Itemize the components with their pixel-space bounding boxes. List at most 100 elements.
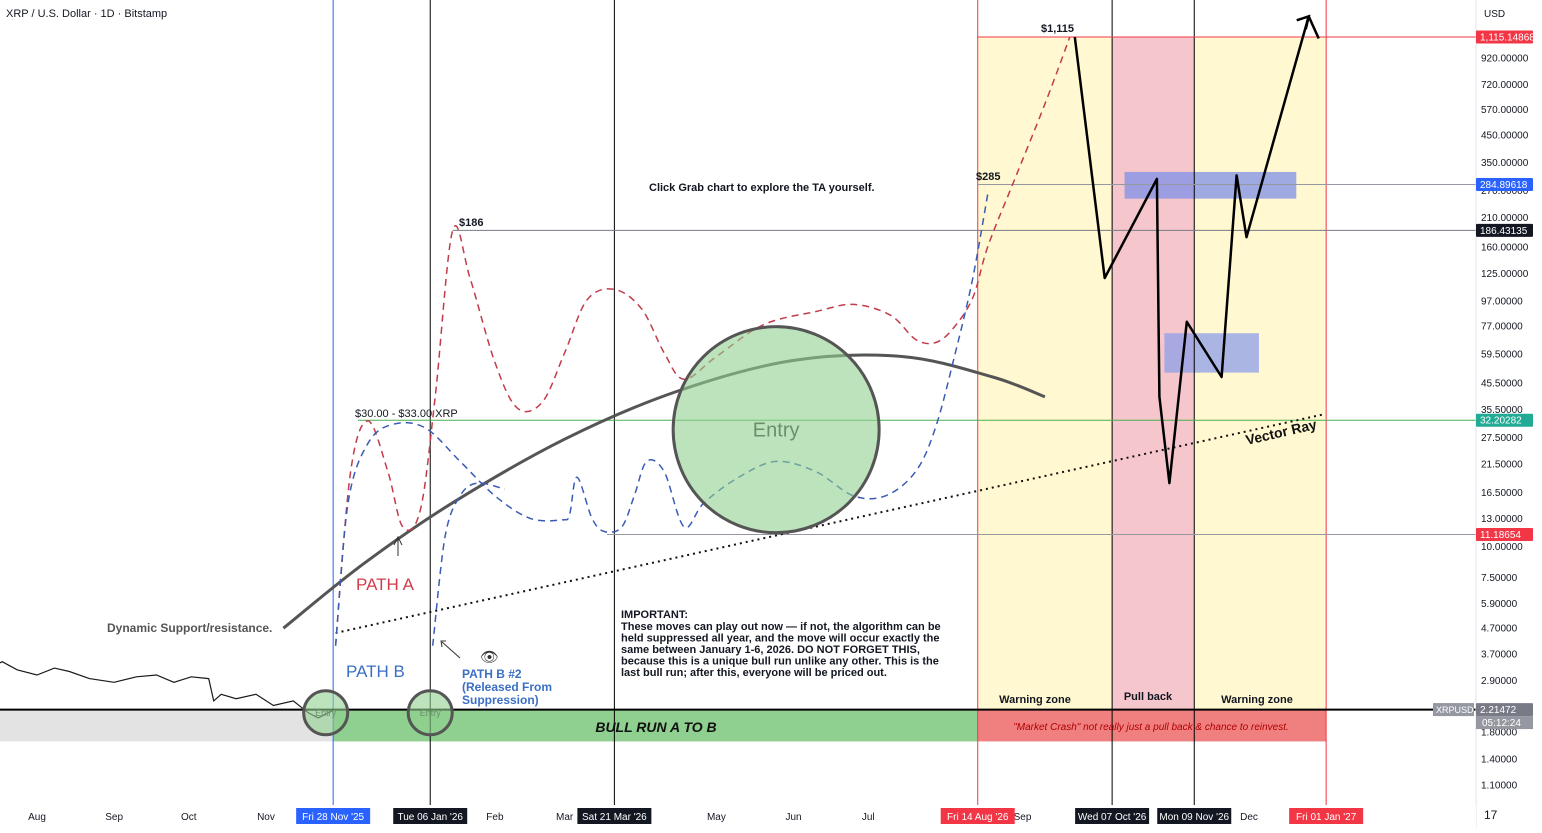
time-highlight-1: Tue 06 Jan '26 — [397, 812, 463, 823]
price-axis[interactable]: 920.00000 720.00000 570.00000 450.00000 350.… — [1433, 0, 1542, 828]
price-tag-0: 1,115.14868 — [1480, 33, 1535, 44]
price-tick-6: 210.00000 — [1481, 213, 1529, 224]
important-line-1: held suppressed all year, and the move w… — [621, 633, 940, 645]
chart-title: XRP / U.S. Dollar · 1D · Bitstamp — [6, 8, 167, 20]
path-b2-line — [431, 482, 506, 646]
price-tag-bg-4 — [1476, 528, 1533, 542]
eye-icon: 👁 — [480, 649, 499, 666]
currency-label[interactable]: USD — [1484, 9, 1505, 20]
path-a-label: PATH A — [356, 575, 415, 594]
price-tag-bg-2 — [1476, 223, 1533, 237]
price-tick-20: 5.90000 — [1481, 599, 1518, 610]
important-line-2: same between January 1-6, 2026. DO NOT F… — [621, 644, 920, 656]
time-highlight-4: Wed 07 Oct '26 — [1078, 812, 1147, 823]
symbol-tag-bg — [1433, 703, 1474, 717]
price-tick-13: 35.50000 — [1481, 405, 1523, 416]
dynamic-support-label: Dynamic Support/resistance. — [107, 621, 272, 635]
price-tick-8: 125.00000 — [1481, 269, 1529, 280]
path-b2-label-1: PATH B #2 — [462, 667, 522, 681]
price-tick-15: 21.50000 — [1481, 459, 1523, 470]
levels-layer — [0, 36, 1476, 711]
projection-arrow-icon — [1296, 14, 1311, 30]
entry-circle-0 — [671, 325, 881, 535]
time-highlight-bg-1 — [393, 808, 468, 824]
zone-2 — [977, 709, 1327, 742]
entry-circles-layer: Entry Entry Entry — [302, 325, 881, 737]
time-tick-0: Aug — [28, 812, 46, 823]
time-highlight-bg-0 — [296, 808, 371, 824]
zone-6 — [1124, 171, 1297, 199]
price-tag-bg-5 — [1476, 703, 1533, 717]
price-tick-19: 7.50000 — [1481, 573, 1518, 584]
time-axis[interactable]: Aug Sep Oct Nov Feb Mar May Jun Jul Sep Dec Fri 28 … — [0, 805, 1476, 828]
important-line-3: because this is a unique bull run unlike… — [621, 656, 939, 668]
important-line-0: These moves can play out now — if not, t… — [621, 621, 941, 633]
time-highlight-6: Fri 01 Jan '27 — [1296, 812, 1357, 823]
price-tick-14: 27.50000 — [1481, 433, 1523, 444]
time-tick-10: Dec — [1240, 812, 1258, 823]
price-tag-3: 32.20282 — [1480, 416, 1522, 427]
price-tick-11: 59.50000 — [1481, 349, 1523, 360]
countdown-label: 05:12:24 — [1482, 718, 1521, 729]
price-tick-2: 570.00000 — [1481, 105, 1529, 116]
path-b2-label-2: (Released From — [462, 680, 552, 694]
time-highlight-2: Sat 21 Mar '26 — [582, 812, 647, 823]
countdown-bg — [1476, 716, 1533, 730]
price-tick-5: 270.00000 — [1481, 186, 1529, 197]
range-30-33-label: $30.00 - $33.00 XRP — [355, 408, 458, 420]
entry-label-0: Entry — [753, 420, 800, 442]
path-b2-label-3: Suppression) — [462, 693, 539, 707]
price-tick-18: 10.00000 — [1481, 542, 1523, 553]
entry-circle-1 — [302, 689, 350, 737]
time-highlight-bg-3 — [940, 808, 1015, 824]
time-highlight-bg-5 — [1157, 808, 1232, 824]
path-a-line — [334, 36, 1071, 646]
price-tick-16: 16.50000 — [1481, 488, 1523, 499]
price-tag-bg-3 — [1476, 413, 1533, 427]
path-b2-arrow-icon — [440, 640, 461, 659]
time-highlight-bg-6 — [1289, 808, 1364, 824]
price-tag-5: 2.21472 — [1480, 705, 1517, 716]
important-line-4: last bull run; after this, everyone will… — [621, 667, 887, 679]
time-highlight-bg-4 — [1075, 808, 1150, 824]
price-tick-0: 920.00000 — [1481, 53, 1529, 64]
path-b-line — [334, 194, 989, 646]
price-tick-3: 450.00000 — [1481, 131, 1529, 142]
price-tick-10: 77.00000 — [1481, 321, 1523, 332]
peak-1115-label: $1,115 — [1041, 23, 1074, 35]
time-highlight-0: Fri 28 Nov '25 — [302, 812, 364, 823]
price-tag-bg-0 — [1476, 30, 1533, 44]
time-highlight-bg-2 — [577, 808, 652, 824]
price-tick-9: 97.00000 — [1481, 296, 1523, 307]
tradingview-logo-icon[interactable]: 17 — [1484, 808, 1498, 822]
time-lines-layer — [332, 0, 1327, 805]
price-tick-24: 1.80000 — [1481, 728, 1518, 739]
important-title: IMPORTANT: — [621, 609, 688, 621]
peak-186-label: $186 — [459, 217, 483, 229]
price-tick-25: 1.40000 — [1481, 755, 1518, 766]
time-highlight-3: Fri 14 Aug '26 — [947, 812, 1009, 823]
price-tick-1: 720.00000 — [1481, 80, 1529, 91]
time-tick-8: Jul — [862, 812, 875, 823]
zone-7 — [1164, 333, 1259, 373]
pull-back-label: Pull back — [1124, 691, 1173, 703]
price-tick-12: 45.50000 — [1481, 378, 1523, 389]
price-tick-21: 4.70000 — [1481, 624, 1518, 635]
price-tick-7: 160.00000 — [1481, 242, 1529, 253]
price-tick-26: 1.10000 — [1481, 781, 1518, 792]
symbol-tag: XRPUSD — [1436, 705, 1474, 715]
zone-1 — [0, 709, 334, 742]
warning-zone-1-label: Warning zone — [999, 694, 1071, 706]
series-layer — [0, 14, 1324, 719]
peak-285-label: $285 — [976, 171, 1000, 183]
bull-run-label: BULL RUN A TO B — [595, 719, 716, 735]
time-tick-6: May — [707, 812, 726, 823]
time-tick-9: Sep — [1014, 812, 1032, 823]
price-tag-1: 284.89618 — [1480, 180, 1528, 191]
grab-chart-note: Click Grab chart to explore the TA yours… — [649, 182, 875, 194]
zone-3 — [977, 37, 1113, 710]
vector-ray-line — [335, 413, 1324, 634]
time-tick-4: Feb — [486, 812, 504, 823]
